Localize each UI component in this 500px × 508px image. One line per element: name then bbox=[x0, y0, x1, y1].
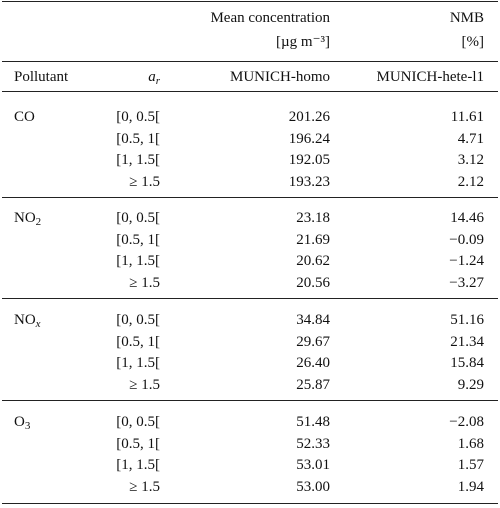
pollutant: CO bbox=[14, 106, 114, 128]
mean-cell: 34.84 bbox=[296, 312, 330, 328]
column-head: MUNICH-hete-l1 bbox=[376, 69, 484, 85]
header-text: Mean concentration bbox=[210, 10, 330, 26]
range-cell: [0, 0.5[ bbox=[116, 414, 160, 430]
pollutant: NO2 bbox=[14, 207, 114, 229]
header-rule bbox=[2, 91, 498, 92]
mean-cell: 21.69 bbox=[296, 231, 330, 248]
mean-cell: 53.01 bbox=[296, 457, 330, 473]
header-text: [µg m⁻³] bbox=[276, 34, 330, 50]
range-cell: [0.5, 1[ bbox=[116, 333, 160, 350]
pollutant-sub: 3 bbox=[24, 420, 31, 432]
range-cell: [0.5, 1[ bbox=[116, 435, 160, 452]
nmb-cell: 15.84 bbox=[450, 355, 484, 371]
pollutant: O3 bbox=[14, 411, 114, 433]
mean-cell: 20.62 bbox=[296, 253, 330, 269]
range-cell: ≥ 1.5 bbox=[129, 173, 160, 190]
mean-cell: 196.24 bbox=[288, 130, 330, 147]
column-head: Pollutant bbox=[14, 69, 69, 85]
column-head: MUNICH-homo bbox=[230, 69, 330, 85]
mean-cell: 26.40 bbox=[296, 355, 330, 371]
range-cell: ≥ 1.5 bbox=[129, 376, 160, 393]
range-cell: [1, 1.5[ bbox=[116, 355, 160, 371]
range-cell: [1, 1.5[ bbox=[116, 152, 160, 168]
header-rule bbox=[2, 61, 498, 62]
nmb-cell: 51.16 bbox=[450, 312, 484, 328]
mean-cell: 201.26 bbox=[288, 109, 330, 125]
bottom-rule bbox=[2, 503, 498, 504]
nmb-cell: 4.71 bbox=[457, 130, 484, 147]
group-rule bbox=[2, 197, 498, 198]
range-cell: ≥ 1.5 bbox=[129, 478, 160, 495]
nmb-cell: 21.34 bbox=[450, 333, 484, 350]
mean-cell: 20.56 bbox=[296, 274, 330, 291]
nmb-cell: 1.94 bbox=[457, 478, 484, 495]
column-head-sub: r bbox=[155, 75, 160, 87]
mean-cell: 192.05 bbox=[288, 152, 330, 168]
header-text: [%] bbox=[461, 34, 485, 50]
pollutant: NOx bbox=[14, 309, 114, 331]
nmb-cell: −3.27 bbox=[449, 274, 484, 291]
pollutant-base: NO bbox=[14, 210, 36, 226]
group-rule bbox=[2, 400, 498, 401]
pollutant-base: CO bbox=[14, 109, 35, 125]
mean-cell: 53.00 bbox=[296, 478, 330, 495]
range-cell: [0, 0.5[ bbox=[116, 210, 160, 226]
mean-cell: 25.87 bbox=[296, 376, 330, 393]
top-rule bbox=[2, 1, 498, 2]
column-head-base: a bbox=[148, 69, 156, 85]
range-cell: ≥ 1.5 bbox=[129, 274, 160, 291]
nmb-cell: −2.08 bbox=[449, 414, 484, 430]
nmb-cell: 1.68 bbox=[457, 435, 484, 452]
mean-cell: 193.23 bbox=[288, 173, 330, 190]
mean-cell: 23.18 bbox=[296, 210, 330, 226]
nmb-cell: −1.24 bbox=[449, 253, 484, 269]
nmb-cell: 9.29 bbox=[457, 376, 484, 393]
column-head: ar bbox=[100, 66, 160, 88]
nmb-cell: 11.61 bbox=[450, 109, 484, 125]
range-cell: [1, 1.5[ bbox=[116, 457, 160, 473]
range-cell: [1, 1.5[ bbox=[116, 253, 160, 269]
header-text: NMB bbox=[449, 10, 484, 26]
pollutant-base: O bbox=[14, 414, 25, 430]
range-cell: [0, 0.5[ bbox=[116, 312, 160, 328]
pollutant-sub: 2 bbox=[35, 216, 42, 228]
nmb-cell: 2.12 bbox=[457, 173, 484, 190]
mean-cell: 51.48 bbox=[296, 414, 330, 430]
group-rule bbox=[2, 298, 498, 299]
nmb-cell: 14.46 bbox=[450, 210, 484, 226]
nmb-cell: −0.09 bbox=[449, 231, 484, 248]
mean-cell: 52.33 bbox=[296, 435, 330, 452]
pollutant-sub: x bbox=[35, 318, 41, 330]
range-cell: [0.5, 1[ bbox=[116, 231, 160, 248]
mean-cell: 29.67 bbox=[296, 333, 330, 350]
nmb-cell: 3.12 bbox=[457, 152, 484, 168]
pollutant-base: NO bbox=[14, 312, 36, 328]
range-cell: [0, 0.5[ bbox=[116, 109, 160, 125]
range-cell: [0.5, 1[ bbox=[116, 130, 160, 147]
nmb-cell: 1.57 bbox=[457, 457, 484, 473]
